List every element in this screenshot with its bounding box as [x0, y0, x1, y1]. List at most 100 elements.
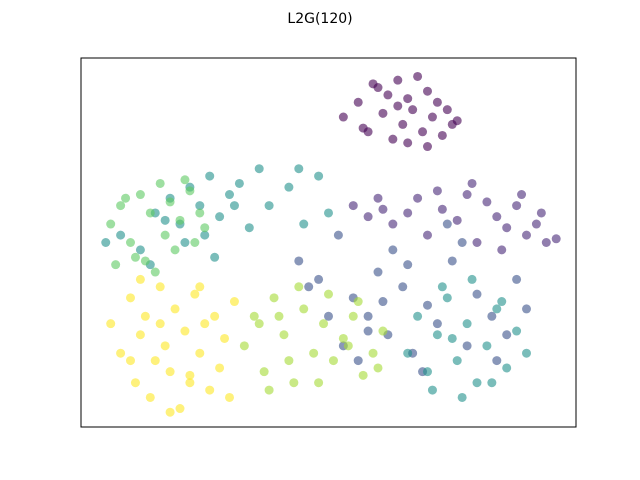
- point: [126, 356, 135, 366]
- point: [200, 230, 210, 240]
- point: [225, 392, 234, 402]
- point: [531, 219, 541, 229]
- point: [413, 311, 423, 321]
- point: [328, 356, 338, 366]
- point: [353, 356, 363, 366]
- point: [502, 330, 512, 340]
- point: [462, 319, 472, 329]
- point: [215, 212, 225, 222]
- point: [353, 97, 363, 107]
- point: [373, 267, 383, 277]
- point: [442, 219, 452, 229]
- point: [319, 319, 329, 329]
- point: [165, 197, 175, 207]
- point: [423, 142, 432, 152]
- point: [180, 326, 190, 336]
- point: [116, 230, 126, 240]
- point: [358, 123, 368, 133]
- point: [210, 311, 220, 321]
- point: [126, 293, 135, 303]
- point: [106, 219, 116, 229]
- point: [432, 97, 442, 107]
- point: [165, 407, 175, 417]
- point: [135, 190, 145, 200]
- point: [432, 186, 442, 196]
- point: [452, 356, 462, 366]
- point: [457, 392, 467, 402]
- point: [418, 127, 428, 137]
- point: [467, 178, 477, 188]
- point: [437, 130, 447, 140]
- point: [155, 178, 165, 188]
- point: [145, 392, 155, 402]
- point: [116, 348, 126, 358]
- point: [502, 363, 512, 373]
- point: [338, 112, 348, 122]
- point: [294, 282, 304, 292]
- point: [338, 333, 348, 343]
- point: [353, 297, 363, 307]
- point: [413, 71, 423, 81]
- point: [502, 223, 512, 233]
- point: [195, 201, 205, 211]
- point: [160, 230, 170, 240]
- point: [150, 267, 160, 277]
- point: [388, 219, 398, 229]
- point: [492, 304, 502, 314]
- point: [492, 212, 502, 222]
- point: [427, 385, 437, 395]
- point: [140, 311, 150, 321]
- point: [314, 171, 324, 181]
- point: [358, 370, 368, 380]
- point: [259, 367, 269, 377]
- point: [432, 330, 442, 340]
- point: [200, 319, 210, 329]
- point: [363, 326, 373, 336]
- point: [111, 260, 121, 270]
- point: [126, 238, 135, 247]
- point: [536, 208, 546, 218]
- point: [155, 282, 165, 292]
- point: [195, 282, 205, 292]
- point: [195, 348, 205, 358]
- point: [145, 208, 155, 218]
- point: [482, 341, 492, 351]
- point: [269, 293, 279, 303]
- point: [150, 356, 160, 366]
- point: [522, 348, 531, 358]
- point: [140, 256, 150, 266]
- point: [541, 238, 551, 247]
- point: [403, 208, 413, 218]
- point: [512, 326, 522, 336]
- point: [403, 348, 413, 358]
- point: [284, 356, 294, 366]
- point: [185, 186, 195, 196]
- point: [388, 245, 398, 255]
- point: [368, 348, 378, 358]
- point: [314, 378, 324, 388]
- point: [437, 204, 447, 214]
- point: [274, 311, 284, 321]
- point: [487, 378, 497, 388]
- point: [309, 348, 319, 358]
- points: [101, 71, 561, 417]
- point: [244, 223, 254, 233]
- point: [130, 378, 140, 388]
- point: [472, 238, 482, 247]
- point: [210, 252, 220, 262]
- point: [220, 333, 230, 343]
- point: [314, 274, 324, 284]
- point: [403, 94, 413, 104]
- point: [195, 208, 205, 218]
- point: [423, 230, 432, 240]
- point: [135, 274, 145, 284]
- point: [522, 230, 531, 240]
- point: [101, 238, 111, 247]
- point: [497, 297, 507, 307]
- point: [467, 274, 477, 284]
- point: [472, 378, 482, 388]
- point: [200, 223, 210, 233]
- point: [180, 238, 190, 247]
- point: [185, 370, 195, 380]
- plot-frame: [80, 57, 577, 428]
